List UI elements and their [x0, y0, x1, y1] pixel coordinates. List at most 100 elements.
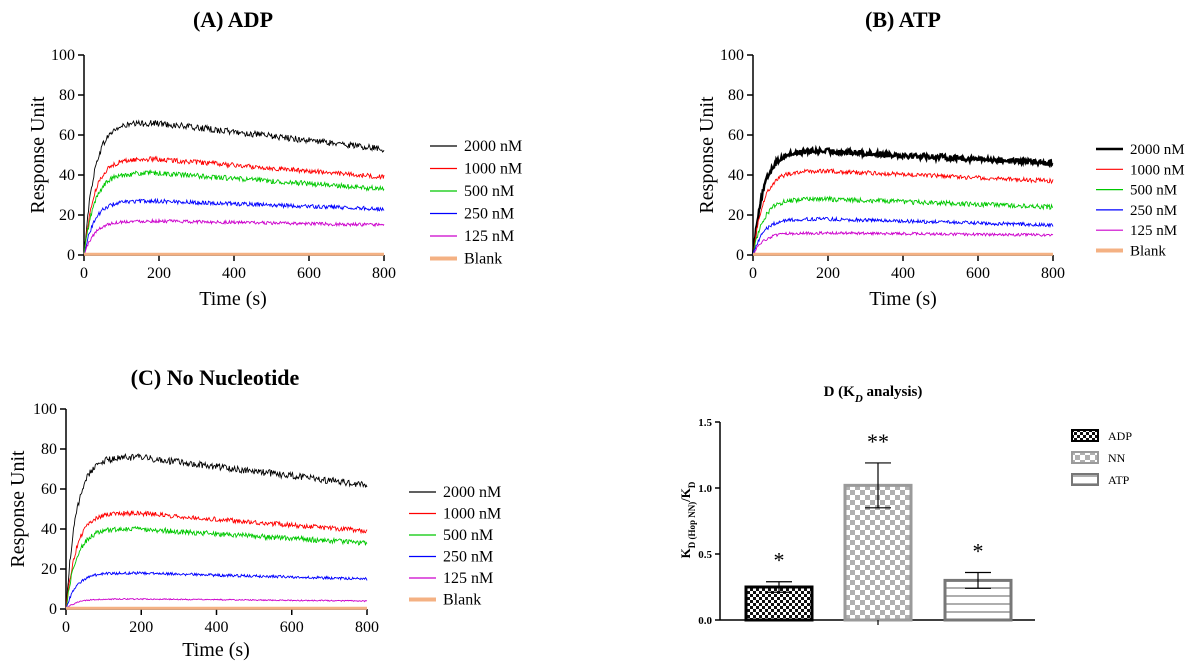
x-tick-label: 200 — [129, 619, 153, 636]
y-tick-label: 60 — [41, 481, 57, 498]
x-tick-label: 0 — [62, 619, 70, 636]
legend-label: 125 nM — [1130, 223, 1177, 239]
y-tick-label: 0.0 — [698, 615, 712, 627]
y-tick-label: 0 — [67, 247, 75, 264]
panel-c-title: (C) No Nucleotide — [131, 365, 300, 390]
series-line-500-nm — [83, 169, 385, 255]
panel-a-legend: 2000 nM 1000 nM 500 nM 250 nM 125 nM Blank — [430, 138, 522, 268]
panel-d-plot: 0.00.51.01.5**** — [698, 417, 1035, 627]
panel-b-ylabel: Response Unit — [696, 96, 718, 214]
y-tick-label: 80 — [59, 87, 75, 104]
legend-swatch — [1071, 451, 1099, 464]
x-tick-label: 800 — [372, 265, 396, 282]
y-tick-label: 60 — [728, 127, 744, 144]
panel-d: D (KD analysis) 0.00.51.01.5**** KD (Hop… — [678, 384, 1132, 627]
series-line-2000-nm — [83, 119, 385, 255]
legend-label: 2000 nM — [1130, 142, 1185, 158]
legend-label: 125 nM — [464, 228, 514, 245]
series-line-500-nm — [752, 195, 1054, 256]
legend-label: 500 nM — [1130, 183, 1177, 199]
y-tick-label: 0.5 — [698, 549, 712, 561]
legend-label: NN — [1108, 451, 1126, 465]
legend-label: 2000 nM — [443, 484, 501, 501]
series-line-1000-nm — [83, 155, 385, 255]
series-line-250-nm — [65, 570, 368, 610]
y-tick-label: 80 — [728, 87, 744, 104]
x-tick-label: 800 — [355, 619, 379, 636]
legend-label: 500 nM — [464, 183, 514, 200]
panel-b-legend: 2000 nM 1000 nM 500 nM 250 nM 125 nM Blank — [1096, 142, 1185, 260]
panel-b: (B) ATP 0 20 40 60 80 100 0 200 400 600 800 Time (… — [696, 7, 1185, 310]
y-tick-label: 100 — [33, 401, 57, 418]
panel-b-plot: 0 20 40 60 80 100 0 200 400 600 800 — [720, 47, 1065, 282]
x-tick-label: 0 — [749, 265, 757, 282]
panel-d-title: D (KD analysis) — [824, 384, 923, 405]
y-tick-label: 1.5 — [698, 417, 712, 429]
series-line-2000-nm — [751, 144, 1054, 256]
legend-label: ATP — [1108, 473, 1130, 487]
y-tick-label: 100 — [720, 47, 744, 64]
legend-swatch — [1071, 429, 1099, 442]
significance-label: ** — [867, 429, 889, 454]
y-tick-label: 20 — [728, 207, 744, 224]
legend-label: 125 nM — [443, 570, 493, 587]
series-line-2000-nm — [65, 453, 368, 610]
panel-d-legend: ADP NN ATP — [1071, 429, 1132, 487]
panel-a: (A) ADP 0 20 40 60 80 100 0 200 400 600 800 Time (… — [27, 7, 522, 310]
panel-c-plot: 0 20 40 60 80 100 0 200 400 600 800 — [33, 401, 379, 636]
x-tick-label: 200 — [147, 265, 171, 282]
y-tick-label: 80 — [41, 441, 57, 458]
legend-label: 500 nM — [443, 527, 493, 544]
series-line-250-nm — [83, 197, 385, 255]
panel-a-ylabel: Response Unit — [27, 96, 49, 214]
panel-b-title: (B) ATP — [865, 7, 941, 32]
significance-label: * — [973, 538, 984, 563]
panel-c: (C) No Nucleotide 0 20 40 60 80 100 0 200 400 600… — [7, 365, 501, 661]
y-tick-label: 40 — [59, 167, 75, 184]
panel-b-xlabel: Time (s) — [869, 288, 937, 310]
x-tick-label: 800 — [1041, 265, 1065, 282]
panel-a-title: (A) ADP — [193, 7, 273, 32]
legend-label: 250 nM — [443, 549, 493, 566]
legend-label: ADP — [1108, 429, 1132, 443]
panel-c-ylabel: Response Unit — [7, 450, 29, 568]
y-tick-label: 20 — [59, 207, 75, 224]
panel-c-legend: 2000 nM 1000 nM 500 nM 250 nM 125 nM Blank — [409, 484, 501, 609]
y-tick-label: 0 — [49, 601, 57, 618]
y-tick-label: 60 — [59, 127, 75, 144]
legend-label: Blank — [443, 592, 481, 609]
legend-label: 1000 nM — [1130, 162, 1185, 178]
panel-c-xlabel: Time (s) — [182, 639, 250, 661]
legend-swatch — [1071, 473, 1099, 486]
x-tick-label: 400 — [205, 619, 229, 636]
legend-label: 250 nM — [464, 206, 514, 223]
legend-label: 1000 nM — [464, 161, 522, 178]
y-tick-label: 1.0 — [698, 483, 712, 495]
x-tick-label: 600 — [297, 265, 321, 282]
x-tick-label: 0 — [80, 265, 88, 282]
series-line-250-nm — [752, 215, 1054, 256]
legend-label: Blank — [464, 251, 502, 268]
x-tick-label: 600 — [966, 265, 990, 282]
x-tick-label: 400 — [891, 265, 915, 282]
panel-a-plot: 0 20 40 60 80 100 0 200 400 600 800 — [51, 47, 396, 282]
y-tick-label: 100 — [51, 47, 75, 64]
series-line-125-nm — [752, 230, 1054, 256]
panel-a-xlabel: Time (s) — [199, 288, 267, 310]
y-tick-label: 20 — [41, 561, 57, 578]
y-tick-label: 40 — [41, 521, 57, 538]
x-tick-label: 600 — [280, 619, 304, 636]
y-tick-label: 0 — [736, 247, 744, 264]
panel-d-ylabel: KD (Hop NN)/KD — [678, 481, 697, 558]
legend-label: 250 nM — [1130, 203, 1177, 219]
x-tick-label: 200 — [816, 265, 840, 282]
series-line-1000-nm — [65, 510, 368, 610]
series-line-500-nm — [65, 525, 368, 610]
significance-label: * — [774, 548, 785, 573]
series-line-1000-nm — [752, 167, 1054, 256]
legend-label: Blank — [1130, 244, 1166, 260]
legend-label: 2000 nM — [464, 138, 522, 155]
series-line-125-nm — [65, 597, 368, 610]
series-line-125-nm — [83, 217, 385, 255]
